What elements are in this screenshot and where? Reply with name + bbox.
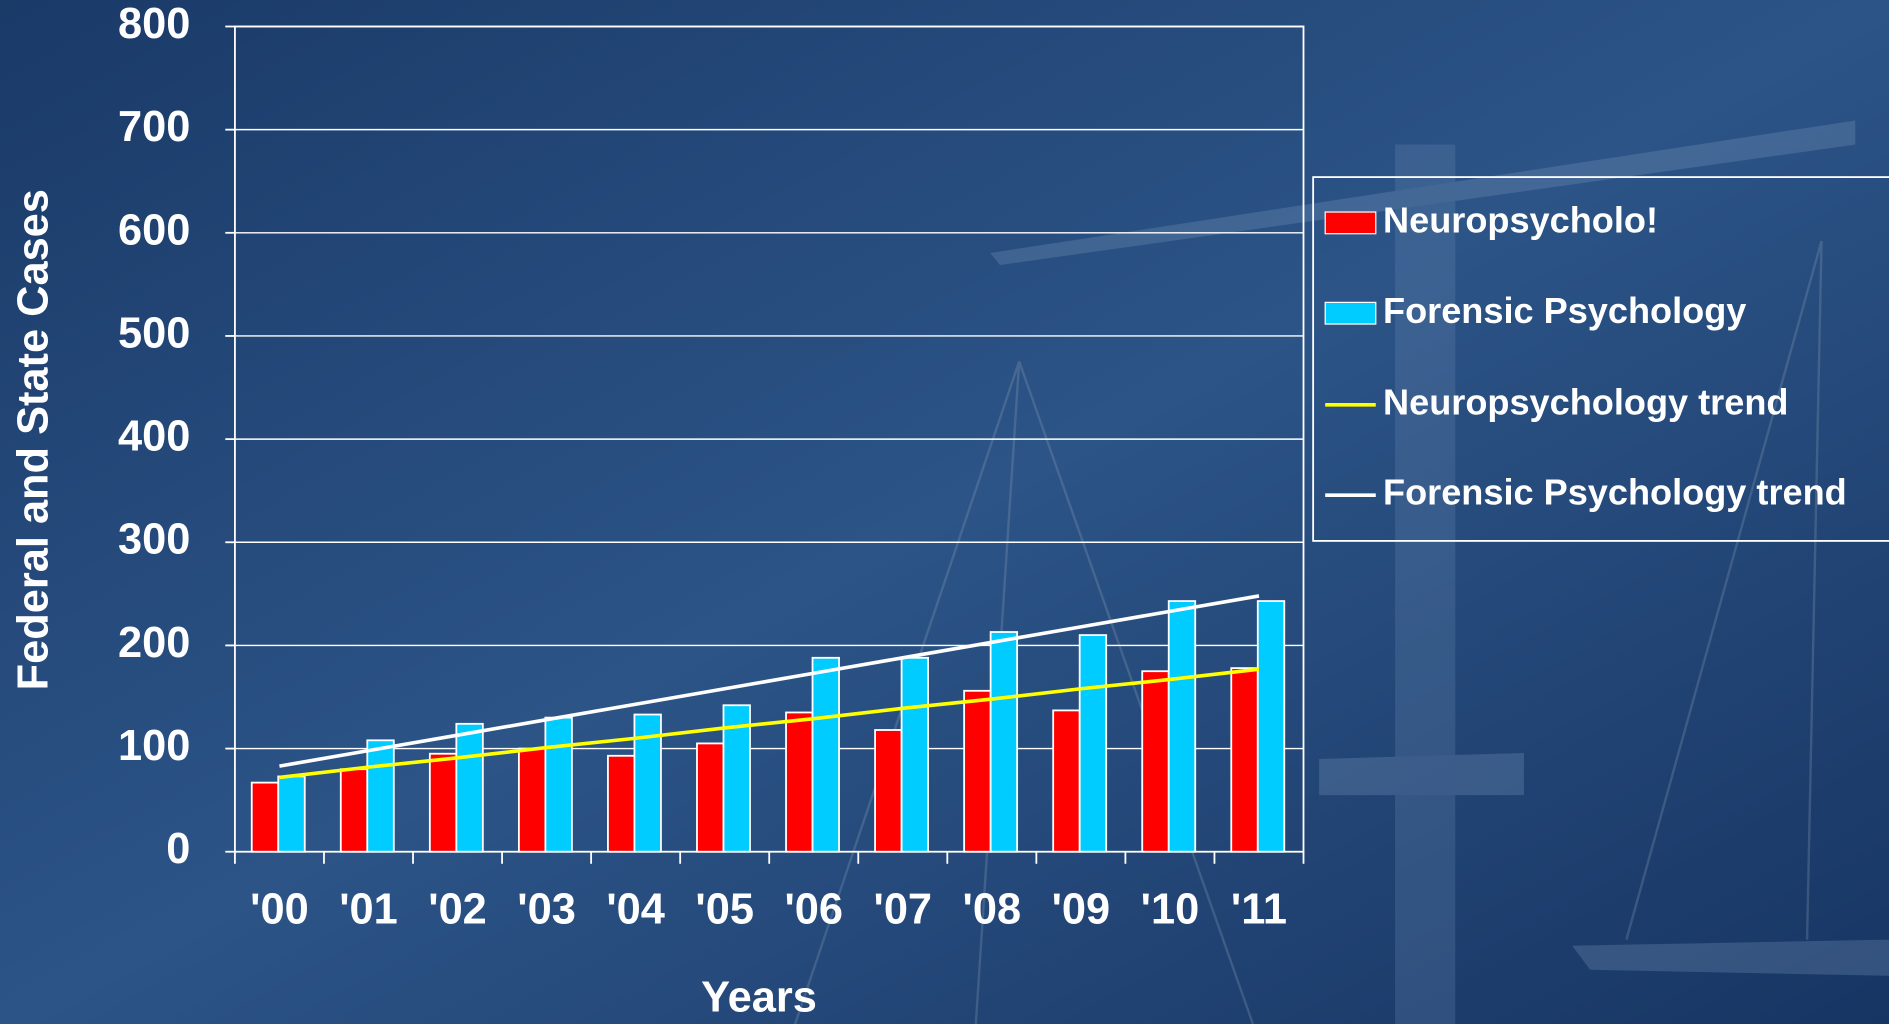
x-axis-title: Years (701, 973, 817, 1021)
x-tick-label: '11 (1231, 885, 1287, 933)
y-tick-label: 100 (118, 722, 190, 770)
bar (786, 712, 813, 851)
bar (1142, 671, 1169, 852)
legend-label: Neuropsycholo! (1383, 199, 1658, 240)
bar (964, 691, 991, 852)
x-tick-label: '01 (339, 885, 398, 933)
bar (456, 724, 483, 852)
bar (1258, 601, 1285, 852)
bar (341, 769, 368, 852)
y-tick-label: 400 (118, 413, 190, 461)
y-axis-title: Federal and State Cases (10, 189, 58, 690)
y-tick-label: 800 (118, 0, 190, 48)
x-tick-label: '05 (695, 885, 754, 933)
legend-swatch (1325, 302, 1376, 324)
x-tick-label: '02 (428, 885, 487, 933)
bar (902, 658, 929, 852)
x-tick-label: '06 (784, 885, 843, 933)
y-tick-label: 500 (118, 309, 190, 357)
legend-label: Forensic Psychology (1383, 290, 1746, 331)
legend-swatch (1325, 212, 1376, 234)
y-tick-label: 300 (118, 516, 190, 564)
x-tick-label: '07 (874, 885, 933, 933)
bar (278, 776, 305, 851)
chart: Federal and State Cases Years 0 100 200 300… (0, 0, 1889, 1024)
bar (697, 743, 724, 851)
bar (875, 730, 902, 852)
y-tick-label: 700 (118, 103, 190, 151)
x-tick-label: '08 (963, 885, 1022, 933)
y-tick-label: 200 (118, 619, 190, 667)
x-tick-label: '10 (1141, 885, 1200, 933)
x-tick-label: '03 (517, 885, 576, 933)
bar (608, 756, 635, 852)
bar (367, 740, 394, 851)
bar (991, 632, 1018, 852)
x-tick-label: '04 (606, 885, 665, 933)
bar (252, 783, 279, 852)
legend-label: Neuropsychology trend (1383, 381, 1788, 422)
bar (430, 754, 457, 852)
bar (545, 718, 572, 852)
bar (519, 749, 546, 852)
y-tick-label: 600 (118, 206, 190, 254)
bar (813, 658, 840, 852)
y-tick-label: 0 (166, 825, 190, 873)
legend-label: Forensic Psychology trend (1383, 472, 1847, 513)
bar (1231, 668, 1258, 852)
x-tick-label: '09 (1052, 885, 1111, 933)
bar (1053, 710, 1080, 851)
x-tick-label: '00 (250, 885, 309, 933)
bar (1169, 601, 1196, 852)
bar (1080, 635, 1107, 852)
